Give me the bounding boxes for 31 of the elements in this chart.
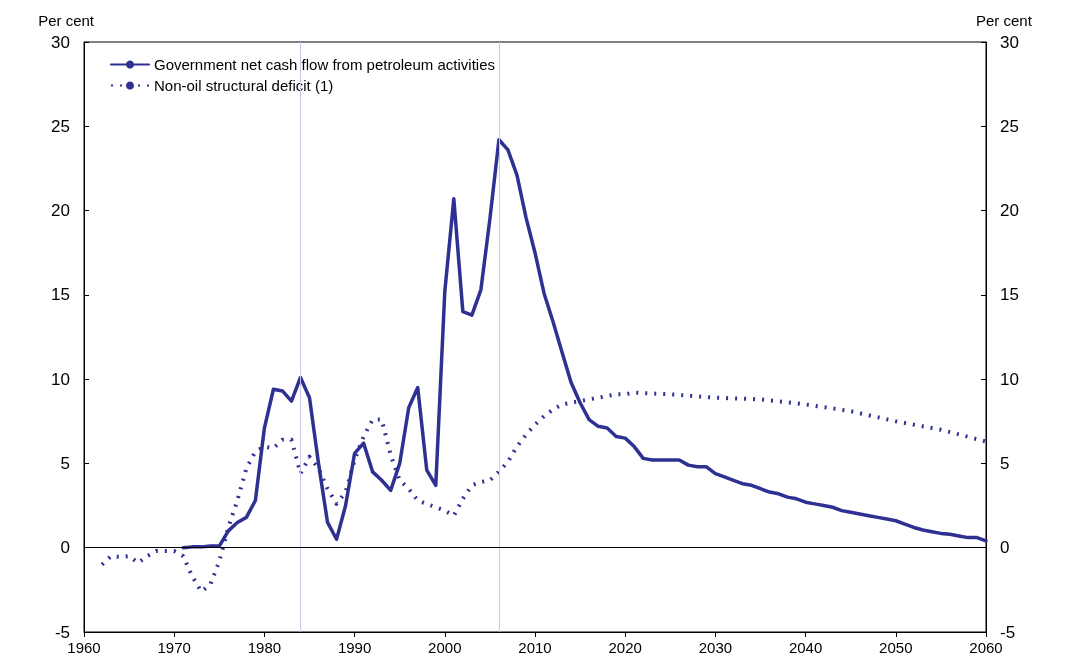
y-tick-label: 25: [51, 116, 70, 136]
y-tick-label: 10: [51, 369, 70, 389]
y-tick-label: 20: [51, 201, 70, 221]
x-tick-label: 2000: [428, 639, 462, 656]
x-tick-label: 2060: [969, 639, 1003, 656]
y2-tick-label: 0: [1000, 538, 1010, 558]
y2-tick-label: 10: [1000, 369, 1019, 389]
x-tick-label: 2010: [518, 639, 552, 656]
y2-tick-label: 20: [1000, 201, 1019, 221]
y2-tick-label: 25: [1000, 116, 1019, 136]
x-tick-label: 1960: [67, 639, 101, 656]
y2-tick-label: 5: [1000, 453, 1010, 473]
y-axis-title: Per cent: [38, 12, 95, 29]
y2-tick-label: 30: [1000, 32, 1019, 52]
y2-axis-title: Per cent: [976, 12, 1033, 29]
x-tick-label: 2040: [788, 639, 823, 656]
y-tick-label: 0: [60, 538, 70, 558]
x-tick-label: 2030: [698, 639, 733, 656]
x-tick-label: 1970: [157, 639, 191, 656]
x-tick-label: 2050: [879, 639, 913, 656]
y2-tick-label: 15: [1000, 285, 1019, 305]
y-tick-label: 15: [51, 285, 70, 305]
x-tick-label: 2020: [608, 639, 642, 656]
legend-label: Non-oil structural deficit (1): [154, 77, 334, 94]
y-tick-label: -5: [54, 622, 70, 642]
legend-label: Government net cash flow from petroleum activities: [154, 56, 495, 73]
y-tick-label: 5: [60, 453, 70, 473]
x-tick-label: 1980: [247, 639, 282, 656]
y2-tick-label: -5: [1000, 622, 1016, 642]
y-tick-label: 30: [51, 32, 70, 52]
x-tick-label: 1990: [337, 639, 372, 656]
